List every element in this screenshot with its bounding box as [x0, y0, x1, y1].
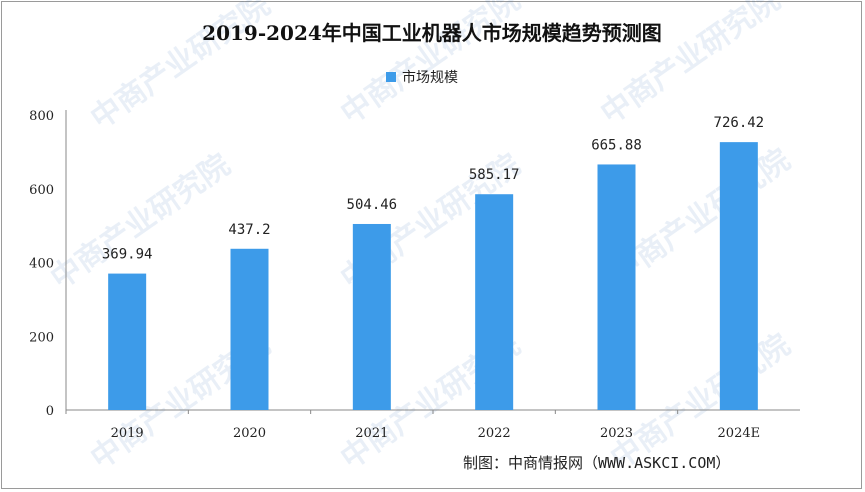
chart-title: 2019-2024年中国工业机器人市场规模趋势预测图: [202, 21, 662, 45]
bar-2023: [597, 164, 636, 410]
y-tick-label: 600: [29, 183, 54, 198]
data-label: 726.42: [714, 115, 765, 131]
data-label: 437.2: [228, 222, 270, 238]
bar-2020: [230, 248, 269, 410]
data-labels: 369.94 437.2 504.46 585.17 665.88 726.42: [102, 115, 764, 262]
y-axis: 0 200 400 600 800: [29, 109, 54, 419]
bar-2019: [108, 273, 147, 410]
bar-2022: [475, 194, 514, 410]
source-note: 制图：中商情报网（WWW.ASKCI.COM）: [463, 454, 730, 472]
bars: [108, 142, 758, 410]
legend-label: 市场规模: [402, 69, 458, 86]
x-tick-label: 2020: [233, 426, 266, 441]
data-label: 585.17: [469, 167, 520, 183]
y-tick-label: 800: [29, 109, 54, 124]
data-label: 369.94: [102, 247, 153, 263]
x-tick-label: 2022: [478, 426, 511, 441]
watermark-text: 中商产业研究院: [335, 0, 527, 132]
y-tick-label: 0: [46, 404, 54, 419]
bar-2024E: [719, 142, 758, 410]
y-tick-label: 400: [29, 257, 54, 272]
x-tick-label: 2019: [111, 426, 144, 441]
legend: 市场规模: [386, 69, 458, 86]
x-tick-label: 2021: [355, 426, 388, 441]
data-label: 504.46: [347, 197, 398, 213]
watermark-text: 中商产业研究院: [595, 0, 787, 132]
x-tick-label: 2023: [600, 426, 633, 441]
x-tick-label: 2024E: [718, 426, 761, 441]
x-axis: 2019 2020 2021 2022 2023 2024E: [65, 410, 761, 441]
y-tick-label: 200: [29, 330, 54, 345]
data-label: 665.88: [591, 137, 642, 153]
bar-2021: [352, 223, 391, 410]
legend-swatch: [386, 72, 396, 82]
